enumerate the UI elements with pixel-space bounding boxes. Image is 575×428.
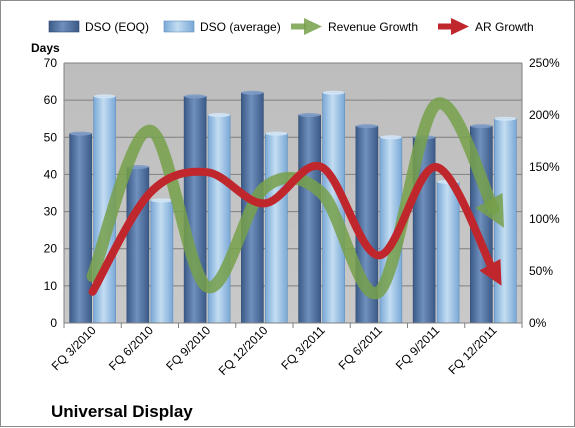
growth-lines [86, 97, 504, 300]
chart-title: Universal Display [51, 402, 193, 421]
bar-top-dso-eoq-5 [355, 124, 378, 129]
legend-item-dso-eoq: DSO (EOQ) [48, 20, 149, 34]
x-tick-label-1: FQ 6/2010 [106, 323, 156, 373]
y-tick-label-5: 50 [44, 130, 58, 144]
y2-tick-label-3: 150% [529, 160, 560, 174]
legend-label-ar-growth: AR Growth [475, 20, 534, 34]
y2-tick-label-0: 0% [529, 316, 547, 330]
bar-top-dso-eoq-4 [298, 113, 321, 117]
legend-swatch-dso-average [163, 20, 195, 33]
bar-dso-eoq-0 [69, 133, 92, 324]
y2-tick-label-2: 100% [529, 212, 560, 226]
bar-dso-average-7 [494, 118, 517, 324]
x-tick-label-4: FQ 3/2011 [278, 323, 328, 373]
x-axis-ticks: FQ 3/2010 FQ 6/2010 FQ 9/2010 FQ 12/2010 FQ … [49, 323, 523, 378]
y-tick-label-1: 10 [44, 279, 58, 293]
x-tick-label-2: FQ 9/2010 [163, 323, 213, 373]
legend-label-revenue-growth: Revenue Growth [328, 20, 418, 34]
y-tick-label-6: 60 [44, 93, 58, 107]
bar-top-dso-average-7 [494, 116, 517, 121]
bar-top-dso-average-4 [322, 90, 345, 95]
bar-top-dso-eoq-2 [184, 94, 207, 99]
x-tick-label-7: FQ 12/2011 [445, 323, 499, 377]
y2-axis-ticks: 0% 50% 100% 150% 200% 250% [529, 56, 560, 330]
bar-top-dso-eoq-0 [69, 131, 92, 136]
legend-label-dso-average: DSO (average) [200, 20, 281, 34]
y-tick-label-4: 40 [44, 167, 58, 181]
y-tick-label-0: 0 [50, 316, 57, 330]
line-ar-growth [88, 161, 502, 296]
y2-tick-label-4: 200% [529, 108, 560, 122]
y-tick-label-7: 70 [44, 56, 58, 70]
legend-item-revenue-growth: Revenue Growth [291, 18, 418, 35]
legend-arrow-revenue-growth [304, 18, 322, 35]
x-tick-label-6: FQ 9/2011 [393, 323, 443, 373]
x-tick-label-0: FQ 3/2010 [49, 323, 99, 373]
bar-dso-average-1 [150, 200, 174, 324]
y-axis-ticks: 0 10 20 30 40 50 60 70 [44, 56, 58, 330]
legend-label-dso-eoq: DSO (EOQ) [85, 20, 149, 34]
y2-tick-label-1: 50% [529, 264, 553, 278]
bar-dso-eoq-1 [126, 166, 150, 324]
bar-top-dso-average-3 [265, 131, 288, 136]
legend-arrow-ar-growth [451, 18, 469, 35]
bar-top-dso-average-1 [150, 198, 173, 203]
x-tick-label-5: FQ 6/2011 [336, 323, 386, 373]
bar-top-dso-average-5 [379, 135, 402, 140]
y-tick-label-3: 30 [44, 205, 58, 219]
bar-dso-average-6 [436, 181, 460, 324]
y-axis-title: Days [31, 41, 60, 55]
legend: DSO (EOQ) DSO (average) Revenue Growth A… [48, 18, 534, 35]
y2-tick-label-5: 250% [529, 56, 560, 70]
y-tick-label-2: 20 [44, 242, 58, 256]
legend-item-dso-average: DSO (average) [163, 20, 281, 34]
bar-dso-average-3 [265, 133, 288, 324]
bar-top-dso-eoq-7 [470, 124, 493, 129]
x-tick-label-3: FQ 12/2010 [216, 323, 271, 378]
legend-item-ar-growth: AR Growth [438, 18, 534, 35]
bar-top-dso-eoq-3 [241, 90, 264, 95]
bar-top-dso-average-0 [93, 94, 116, 99]
legend-swatch-dso-eoq [48, 20, 80, 33]
bar-dso-eoq-4 [298, 114, 321, 324]
bar-top-dso-average-2 [208, 113, 231, 117]
